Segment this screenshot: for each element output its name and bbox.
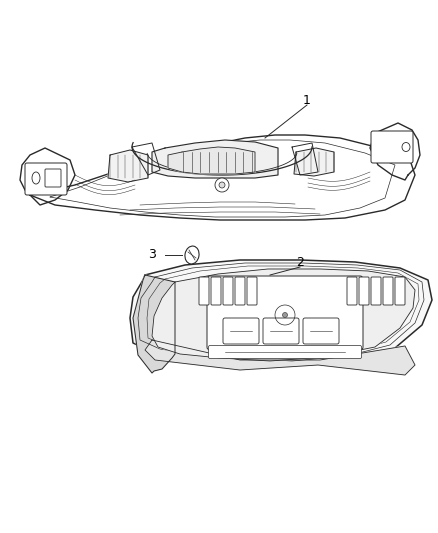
Circle shape xyxy=(283,312,287,318)
FancyBboxPatch shape xyxy=(359,277,369,305)
Text: 1: 1 xyxy=(303,93,311,107)
Circle shape xyxy=(215,178,229,192)
Polygon shape xyxy=(133,275,175,373)
FancyBboxPatch shape xyxy=(235,277,245,305)
FancyBboxPatch shape xyxy=(208,345,361,359)
FancyBboxPatch shape xyxy=(207,276,363,350)
Polygon shape xyxy=(152,140,278,178)
Ellipse shape xyxy=(32,172,40,184)
Polygon shape xyxy=(292,143,318,175)
Ellipse shape xyxy=(185,246,199,264)
FancyBboxPatch shape xyxy=(247,277,257,305)
FancyBboxPatch shape xyxy=(25,163,67,195)
Polygon shape xyxy=(145,340,415,375)
Polygon shape xyxy=(108,150,148,182)
Polygon shape xyxy=(168,147,255,174)
FancyBboxPatch shape xyxy=(223,318,259,344)
FancyBboxPatch shape xyxy=(199,277,209,305)
Polygon shape xyxy=(370,123,420,180)
Polygon shape xyxy=(130,260,432,365)
Ellipse shape xyxy=(402,142,410,151)
FancyBboxPatch shape xyxy=(347,277,357,305)
FancyBboxPatch shape xyxy=(263,318,299,344)
FancyBboxPatch shape xyxy=(45,169,61,187)
Polygon shape xyxy=(20,148,75,205)
FancyBboxPatch shape xyxy=(395,277,405,305)
Polygon shape xyxy=(152,269,415,361)
Text: 2: 2 xyxy=(296,255,304,269)
FancyBboxPatch shape xyxy=(211,277,221,305)
FancyBboxPatch shape xyxy=(303,318,339,344)
Polygon shape xyxy=(132,143,160,175)
FancyBboxPatch shape xyxy=(383,277,393,305)
FancyBboxPatch shape xyxy=(223,277,233,305)
FancyBboxPatch shape xyxy=(371,131,413,163)
Polygon shape xyxy=(30,135,415,220)
Polygon shape xyxy=(294,148,334,176)
Circle shape xyxy=(219,182,225,188)
FancyBboxPatch shape xyxy=(371,277,381,305)
Text: 3: 3 xyxy=(148,248,156,262)
